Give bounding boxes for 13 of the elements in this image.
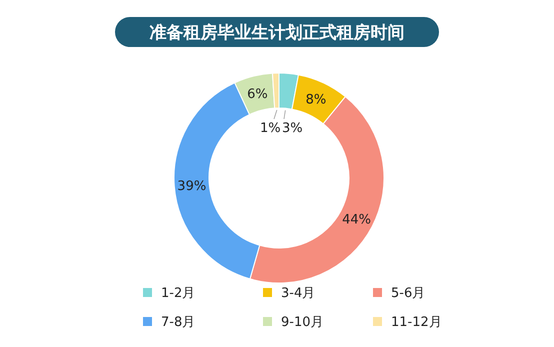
legend-label: 5-6月 — [391, 286, 426, 301]
legend-label: 9-10月 — [281, 315, 324, 330]
legend-label: 1-2月 — [161, 286, 196, 301]
data-label: 39% — [177, 178, 206, 194]
data-label: 1% — [260, 121, 281, 136]
data-label: 3% — [282, 121, 303, 136]
chart-title: 准备租房毕业生计划正式租房时间 — [150, 23, 404, 43]
legend-label: 7-8月 — [161, 315, 196, 330]
legend-label: 11-12月 — [391, 315, 442, 330]
data-label: 8% — [306, 92, 326, 108]
legend-label: 3-4月 — [281, 286, 316, 301]
data-label: 44% — [342, 212, 371, 228]
data-label: 6% — [247, 87, 268, 102]
